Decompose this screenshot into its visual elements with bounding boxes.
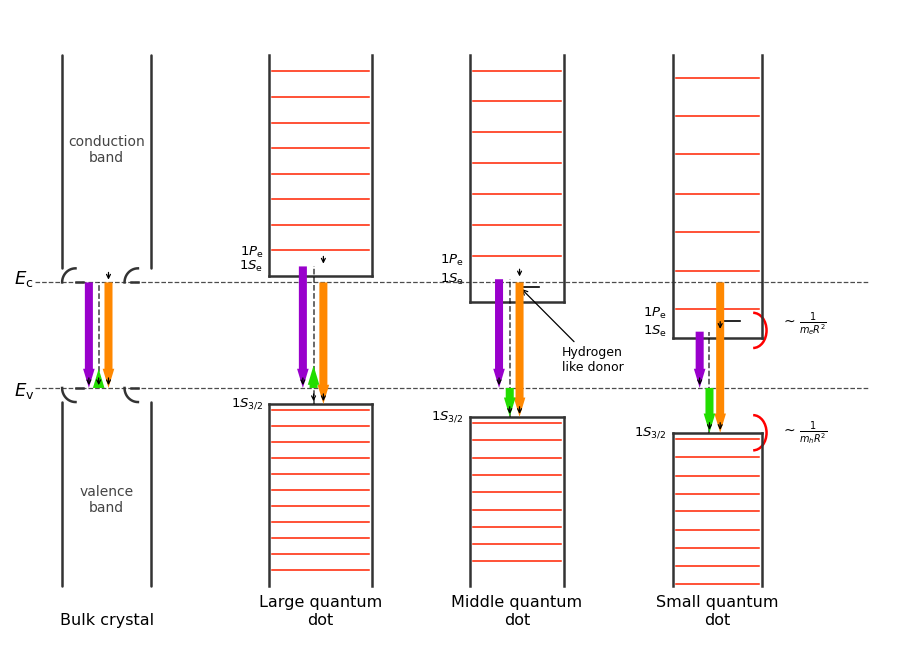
- Text: $1S_{3/2}$: $1S_{3/2}$: [230, 397, 263, 411]
- Text: ~ $\frac{1}{m_h R^2}$: ~ $\frac{1}{m_h R^2}$: [783, 419, 827, 446]
- Text: $1P_{\rm e}$: $1P_{\rm e}$: [440, 253, 464, 268]
- Text: Middle quantum
dot: Middle quantum dot: [451, 596, 582, 628]
- FancyArrow shape: [93, 369, 104, 388]
- FancyArrow shape: [704, 388, 716, 433]
- Text: Bulk crystal: Bulk crystal: [59, 613, 154, 628]
- Text: Small quantum
dot: Small quantum dot: [656, 596, 778, 628]
- FancyArrow shape: [715, 283, 726, 433]
- Text: $1S_{\rm e}$: $1S_{\rm e}$: [643, 324, 667, 339]
- FancyArrow shape: [514, 283, 526, 417]
- FancyArrow shape: [694, 332, 706, 388]
- Text: $E_{\mathsf{c}}$: $E_{\mathsf{c}}$: [14, 269, 33, 289]
- FancyArrow shape: [493, 279, 505, 388]
- FancyArrow shape: [318, 283, 329, 404]
- FancyArrow shape: [297, 266, 309, 388]
- Text: $1S_{3/2}$: $1S_{3/2}$: [634, 425, 667, 440]
- FancyArrow shape: [504, 388, 516, 417]
- Text: valence
band: valence band: [79, 485, 134, 515]
- Text: $1S_{\rm e}$: $1S_{\rm e}$: [440, 272, 464, 287]
- Text: $1S_{3/2}$: $1S_{3/2}$: [431, 410, 464, 424]
- FancyArrow shape: [103, 283, 114, 388]
- Text: $1P_{\rm e}$: $1P_{\rm e}$: [643, 307, 667, 321]
- FancyArrow shape: [308, 365, 320, 388]
- Text: $1S_{\rm e}$: $1S_{\rm e}$: [239, 259, 263, 274]
- Text: Hydrogen
like donor: Hydrogen like donor: [523, 290, 624, 375]
- Text: $E_{\mathsf{v}}$: $E_{\mathsf{v}}$: [14, 381, 34, 401]
- FancyArrow shape: [83, 283, 94, 388]
- Text: Large quantum
dot: Large quantum dot: [259, 596, 382, 628]
- Text: conduction
band: conduction band: [68, 135, 145, 165]
- Text: $1P_{\rm e}$: $1P_{\rm e}$: [239, 245, 263, 260]
- Text: ~ $\frac{1}{m_e R^2}$: ~ $\frac{1}{m_e R^2}$: [783, 310, 826, 338]
